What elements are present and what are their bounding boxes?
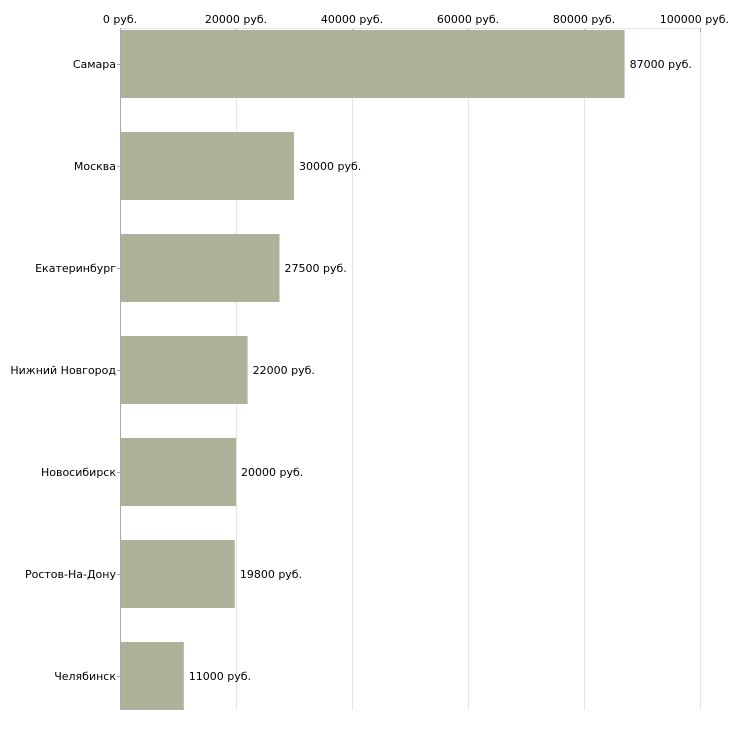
value-label: 19800 руб. (240, 568, 302, 581)
category-label: Самара (73, 58, 116, 71)
x-tick-label: 80000 руб. (553, 13, 615, 26)
x-tick-label: 60000 руб. (437, 13, 499, 26)
bar[interactable] (121, 438, 236, 506)
category-label: Екатеринбург (35, 262, 116, 275)
category-label: Челябинск (54, 670, 116, 683)
x-tick-label: 0 руб. (103, 13, 137, 26)
bar[interactable] (121, 336, 248, 404)
bars-layer (121, 30, 625, 710)
grid-layer (236, 28, 701, 710)
category-label: Нижний Новгород (10, 364, 116, 377)
bar[interactable] (121, 540, 235, 608)
x-tick-label: 20000 руб. (205, 13, 267, 26)
bar[interactable] (121, 234, 280, 302)
x-tick-label: 40000 руб. (321, 13, 383, 26)
value-label: 20000 руб. (241, 466, 303, 479)
x-tick-label: 100000 руб. (660, 13, 729, 26)
value-label: 11000 руб. (189, 670, 251, 683)
category-label: Новосибирск (41, 466, 116, 479)
category-label: Ростов-На-Дону (25, 568, 116, 581)
category-label: Москва (74, 160, 116, 173)
value-label: 87000 руб. (630, 58, 692, 71)
bar[interactable] (121, 642, 184, 710)
bar[interactable] (121, 132, 294, 200)
value-label: 27500 руб. (285, 262, 347, 275)
labels-layer: 0 руб. 20000 руб. 40000 руб. 60000 руб. 8000… (10, 13, 729, 683)
value-label: 30000 руб. (299, 160, 361, 173)
bar[interactable] (121, 30, 625, 98)
value-label: 22000 руб. (253, 364, 315, 377)
axis-layer (117, 28, 701, 710)
